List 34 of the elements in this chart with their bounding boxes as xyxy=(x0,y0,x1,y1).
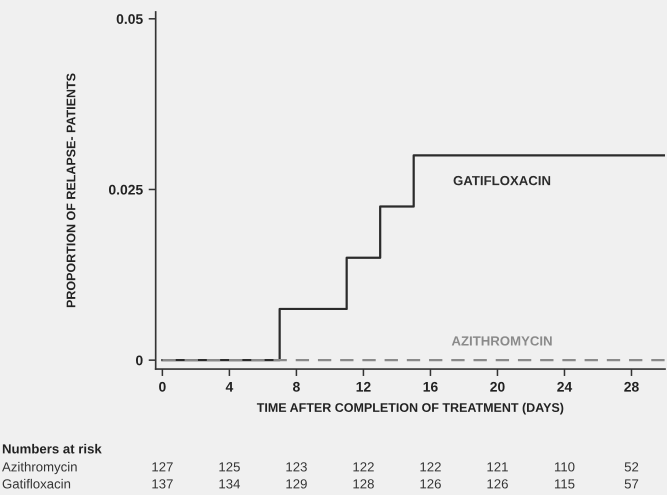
text: 137 xyxy=(152,479,173,489)
text: 125 xyxy=(219,462,240,472)
x-tick-label: 24 xyxy=(557,382,572,392)
text: 122 xyxy=(420,462,441,472)
x-tick-label: 20 xyxy=(490,382,505,392)
text: 115 xyxy=(554,479,574,489)
text: 123 xyxy=(286,462,307,472)
y-tick-label: 0.05 xyxy=(116,14,143,24)
text: 134 xyxy=(219,479,240,489)
x-tick-label: 8 xyxy=(292,382,300,392)
text: 129 xyxy=(286,479,307,489)
x-tick-label: 28 xyxy=(624,382,639,392)
text: 126 xyxy=(487,479,508,489)
text: Azithromycin xyxy=(2,462,77,474)
text: 52 xyxy=(624,462,638,472)
x-tick-label: 12 xyxy=(356,382,371,392)
text: Gatifloxacin xyxy=(2,478,70,489)
y-axis-title: PROPORTION OF RELAPSE- PATIENTS xyxy=(66,74,76,308)
text: 122 xyxy=(353,462,374,472)
y-tick-label: 0.025 xyxy=(108,184,143,195)
text: 57 xyxy=(624,479,638,489)
x-axis-title: TIME AFTER COMPLETION OF TREATMENT (DAYS) xyxy=(256,402,564,414)
text: 110 xyxy=(554,462,574,472)
x-tick-label: 4 xyxy=(226,382,234,392)
x-tick-label: 16 xyxy=(424,382,438,392)
y-tick-label: 0 xyxy=(136,355,143,366)
text: 127 xyxy=(152,462,173,472)
text: Numbers at risk xyxy=(2,444,102,454)
text: 126 xyxy=(420,479,441,489)
series-label: AZITHROMYCIN xyxy=(452,336,552,346)
text: 121 xyxy=(487,462,508,472)
series-label: GATIFLOXACIN xyxy=(454,176,550,186)
text: 128 xyxy=(353,479,374,489)
x-tick-label: 0 xyxy=(159,382,166,392)
